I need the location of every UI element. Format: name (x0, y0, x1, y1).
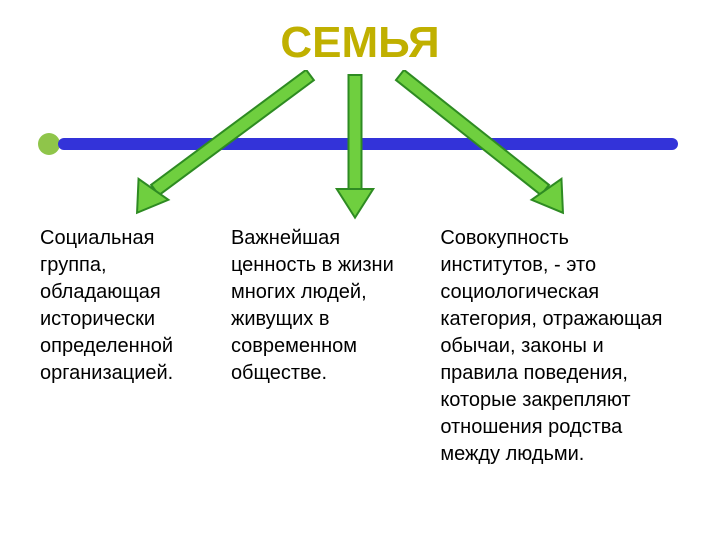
column-2: Важнейшая ценность в жизни многих людей,… (231, 225, 415, 468)
horizontal-bar (58, 138, 678, 150)
column-3: Совокупность институтов, - это социологи… (440, 225, 680, 468)
column-1: Социальная группа, обладающая историческ… (40, 225, 206, 468)
slide-title: СЕМЬЯ (280, 18, 439, 68)
columns-container: Социальная группа, обладающая историческ… (40, 225, 680, 468)
bullet-dot (38, 133, 60, 155)
